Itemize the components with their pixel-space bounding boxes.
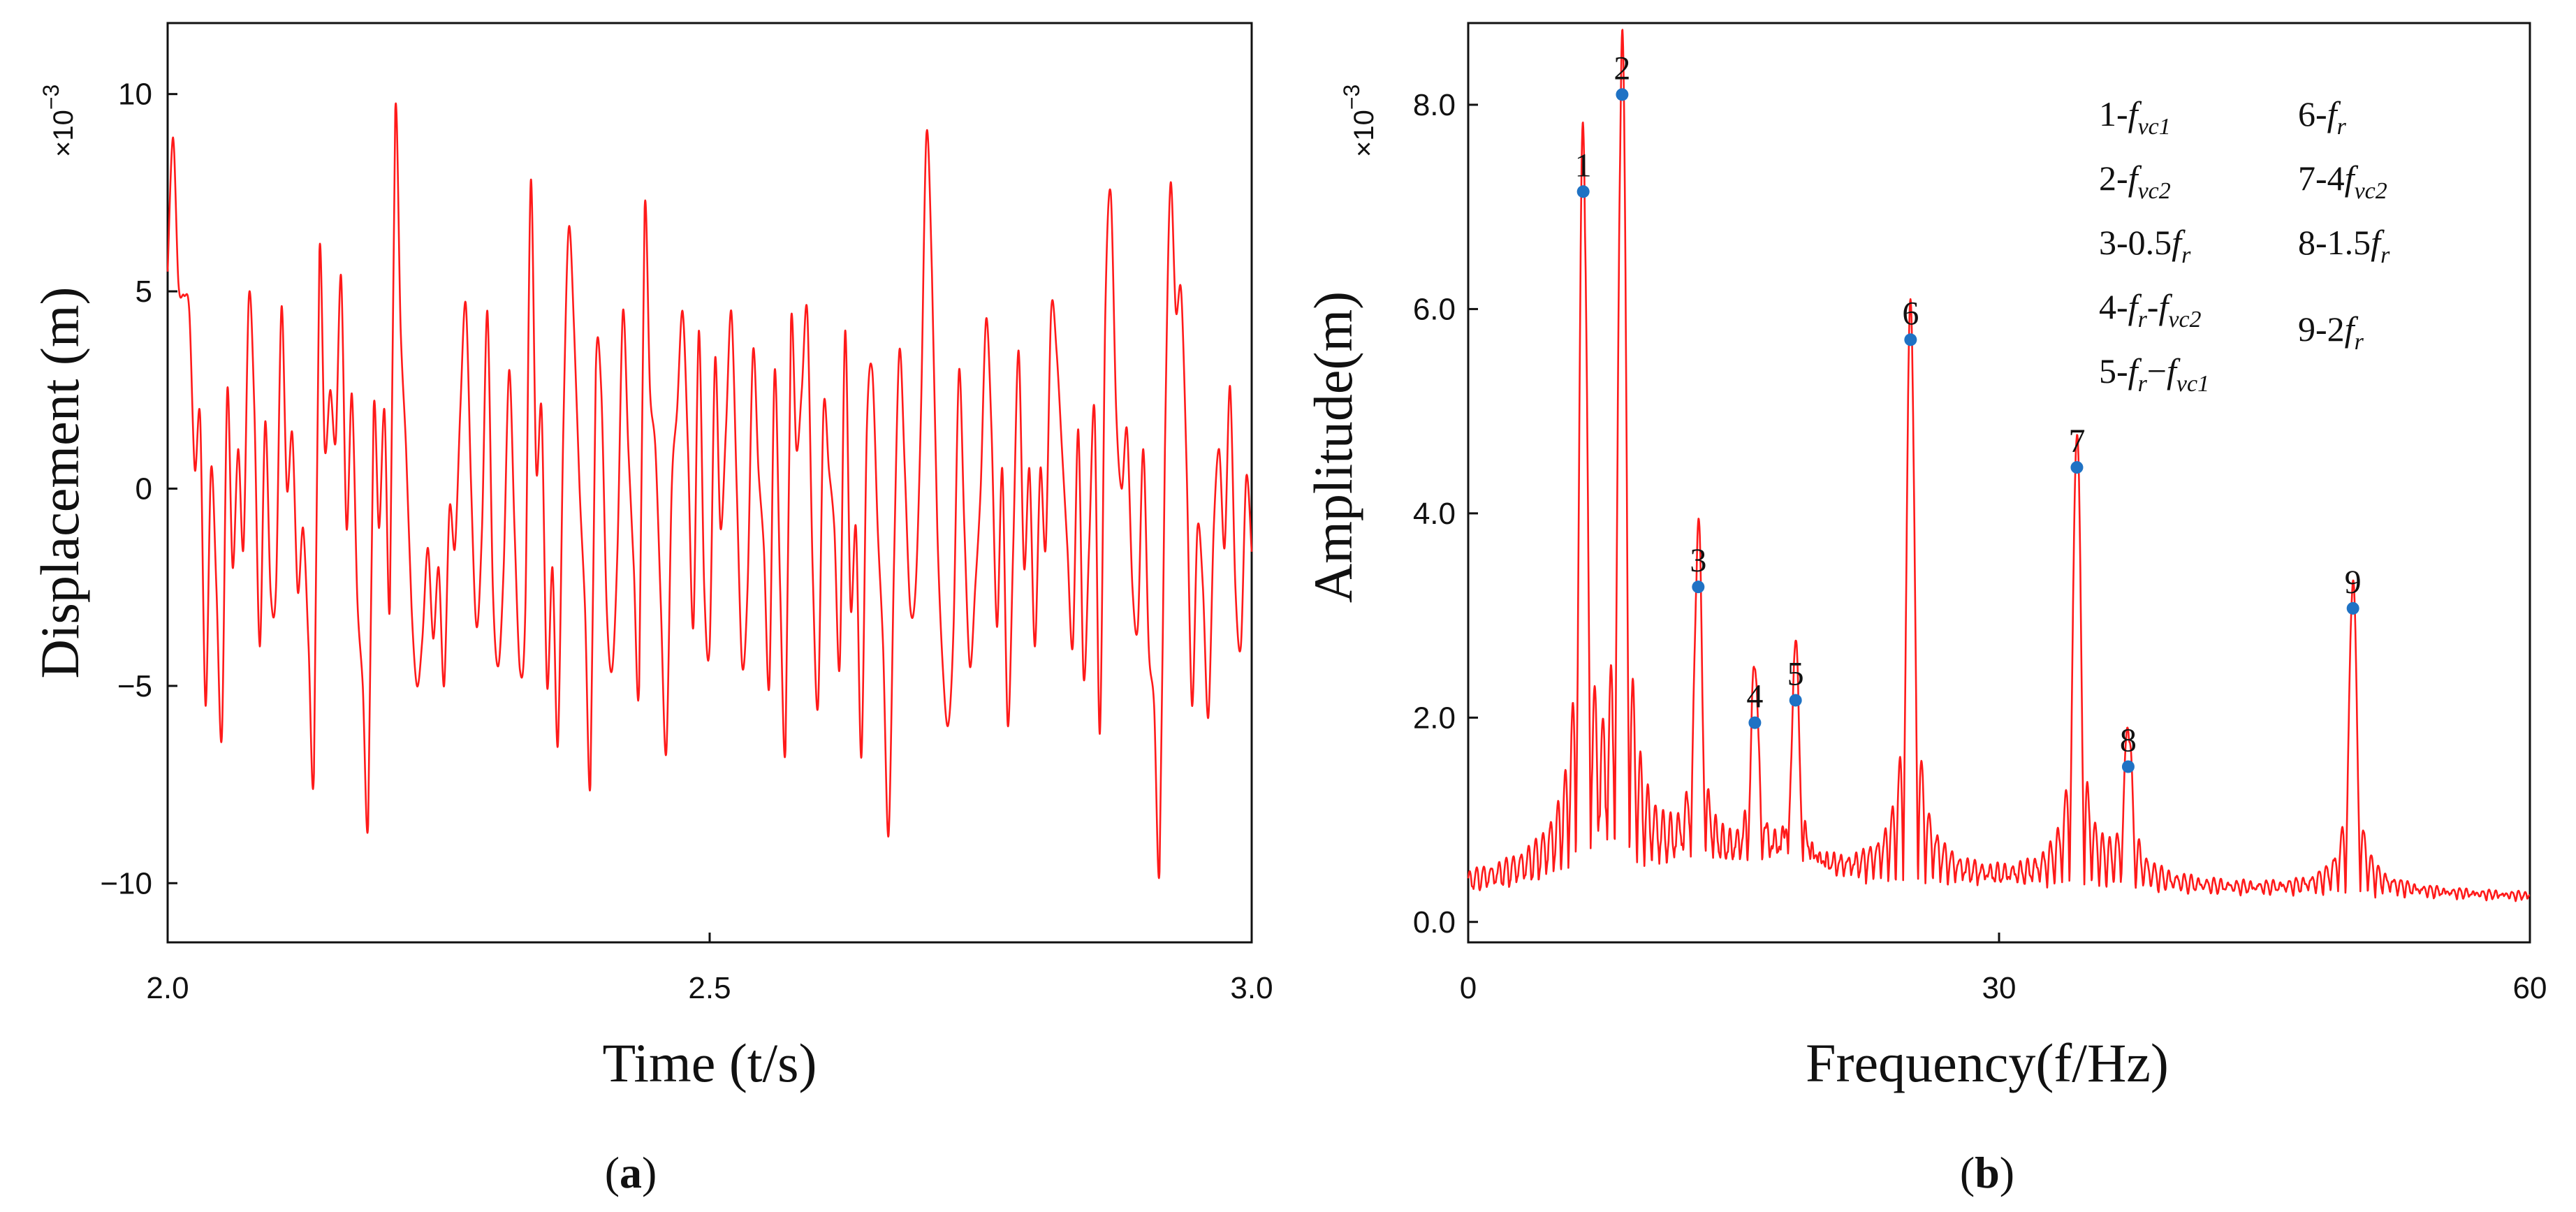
x-tick-label: 3.0 — [1230, 971, 1273, 1005]
panel-a-plot-frame — [166, 22, 1253, 944]
panel-a-y-scale-factor: ×10−3 — [38, 85, 79, 157]
peak-marker — [1616, 88, 1629, 101]
legend-entry: 4-fr-fvc2 — [2099, 287, 2202, 333]
peak-label: 7 — [2068, 423, 2085, 460]
x-tick-label: 0 — [1460, 971, 1477, 1005]
panel-a-x-axis-label: Time (t/s) — [602, 1032, 817, 1093]
panel-b-y-scale-factor: ×10−3 — [1339, 85, 1380, 157]
legend-entry: 9-2fr — [2298, 309, 2364, 355]
peak-marker — [1692, 581, 1705, 594]
x-tick-label: 2.0 — [146, 971, 189, 1005]
legend-entry: 7-4fvc2 — [2298, 159, 2387, 204]
y-tick-label: 10 — [118, 78, 152, 112]
peak-label: 3 — [1690, 542, 1706, 579]
y-tick-label: −10 — [100, 866, 152, 900]
panel-b-x-axis-label: Frequency(f/Hz) — [1806, 1032, 2169, 1093]
peak-marker — [2070, 461, 2084, 474]
peak-marker — [1576, 185, 1590, 198]
legend-entry: 5-fr−fvc1 — [2099, 351, 2209, 397]
amplitude-spectrum-line — [1467, 29, 2531, 903]
panel-a-time-series: 10 5 0 −5 −10 2.0 2.5 3.0 ×10−3 Displacement (… — [29, 22, 1273, 1197]
peak-marker — [2346, 601, 2359, 615]
y-tick-label: 6.0 — [1413, 292, 1456, 326]
panel-b-peak-markers: 1 2 3 45 6 7 8 9 — [1575, 50, 2362, 773]
y-tick-label: 4.0 — [1413, 497, 1456, 531]
y-tick-label: 2.0 — [1413, 701, 1456, 735]
y-tick-label: 0.0 — [1413, 905, 1456, 940]
panel-a-y-ticks: 10 5 0 −5 −10 — [100, 78, 177, 900]
peak-marker — [1748, 716, 1762, 729]
panel-b-label: (b) — [1960, 1148, 2014, 1197]
panel-b-x-ticks: 0 30 60 — [1460, 933, 2547, 1005]
peak-label: 5 — [1787, 655, 1804, 692]
panel-b-spectrum: 1 2 3 45 6 7 8 9 0.0 2.0 4.0 6.0 8.0 0 30 60 1-fvc1 2-… — [1303, 22, 2547, 1197]
y-tick-label: 8.0 — [1413, 88, 1456, 122]
peak-marker — [1904, 333, 1917, 346]
panel-b-y-ticks: 0.0 2.0 4.0 6.0 8.0 — [1413, 88, 1478, 940]
peak-marker — [2121, 760, 2135, 773]
legend-entry: 2-fvc2 — [2099, 159, 2171, 204]
x-tick-label: 2.5 — [688, 971, 731, 1005]
peak-label: 8 — [2120, 722, 2137, 759]
displacement-series-line — [166, 102, 1253, 879]
panel-b-y-axis-label: Amplitude(m) — [1303, 291, 1363, 603]
panel-a-y-axis-label: Displacement (m) — [29, 287, 90, 679]
peak-label: 2 — [1613, 50, 1630, 87]
peak-label: 1 — [1575, 147, 1592, 184]
legend-entry: 1-fvc1 — [2099, 94, 2171, 140]
legend-entry: 6-fr — [2298, 94, 2347, 140]
peak-label: 4 — [1746, 678, 1763, 715]
y-tick-label: 0 — [136, 472, 152, 506]
panel-a-label: (a) — [605, 1148, 657, 1197]
legend-entry: 3-0.5fr — [2099, 223, 2191, 268]
x-tick-label: 60 — [2513, 971, 2547, 1005]
peak-marker — [1789, 694, 1802, 707]
y-tick-label: 5 — [136, 275, 152, 309]
legend-entry: 8-1.5fr — [2298, 223, 2390, 268]
panel-b-legend: 1-fvc1 2-fvc2 3-0.5fr 4-fr-fvc2 5-fr−fvc1 6-f… — [2099, 94, 2390, 397]
x-tick-label: 30 — [1982, 971, 2017, 1005]
panel-a-x-ticks: 2.0 2.5 3.0 — [146, 933, 1273, 1005]
peak-label: 6 — [1902, 295, 1919, 332]
peak-label: 9 — [2345, 564, 2362, 601]
y-tick-label: −5 — [117, 669, 152, 703]
